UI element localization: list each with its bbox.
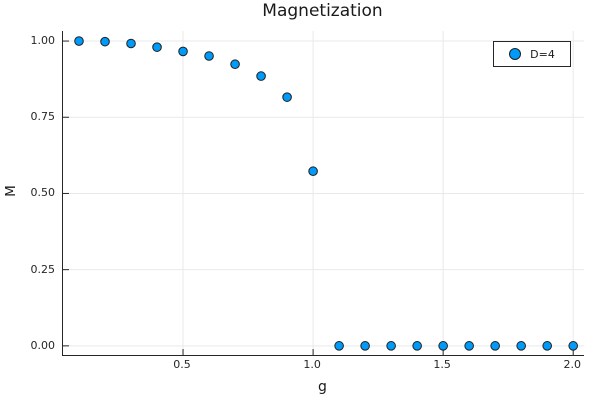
data-point xyxy=(568,341,579,351)
x-tick-label: 0.5 xyxy=(173,358,191,371)
y-tick-label: 0.00 xyxy=(30,338,56,352)
data-point xyxy=(464,341,474,351)
data-point xyxy=(282,92,292,102)
data-point xyxy=(412,341,422,351)
data-point xyxy=(360,341,370,351)
data-point xyxy=(386,341,396,351)
x-tick-label: 1.5 xyxy=(433,358,451,371)
y-tick-label: 0.50 xyxy=(30,186,56,200)
data-point xyxy=(178,46,188,57)
data-point xyxy=(256,71,266,81)
data-point xyxy=(334,341,344,351)
y-tick-label: 1.00 xyxy=(30,34,56,48)
x-tick-label: 2.0 xyxy=(563,358,581,371)
legend-entry-label: D=4 xyxy=(530,47,555,61)
y-tick-label: 0.75 xyxy=(30,110,56,124)
data-point xyxy=(100,36,110,47)
data-point xyxy=(308,166,318,177)
x-tick-label: 1.0 xyxy=(303,358,321,371)
plot-area xyxy=(62,31,584,356)
data-point xyxy=(438,341,448,351)
x-axis-label: g xyxy=(318,379,327,395)
plot-canvas xyxy=(63,31,584,355)
y-tick-label: 0.25 xyxy=(30,262,56,276)
data-point xyxy=(542,341,552,351)
data-point xyxy=(516,341,526,351)
legend-marker-circle-icon xyxy=(509,48,522,60)
data-point xyxy=(490,341,500,351)
data-point xyxy=(126,38,136,49)
data-point xyxy=(230,59,240,70)
data-point xyxy=(152,42,162,52)
data-point xyxy=(74,36,84,46)
chart-title: Magnetization xyxy=(262,1,383,21)
data-point xyxy=(204,51,214,61)
legend-box: D=4 xyxy=(493,41,571,67)
